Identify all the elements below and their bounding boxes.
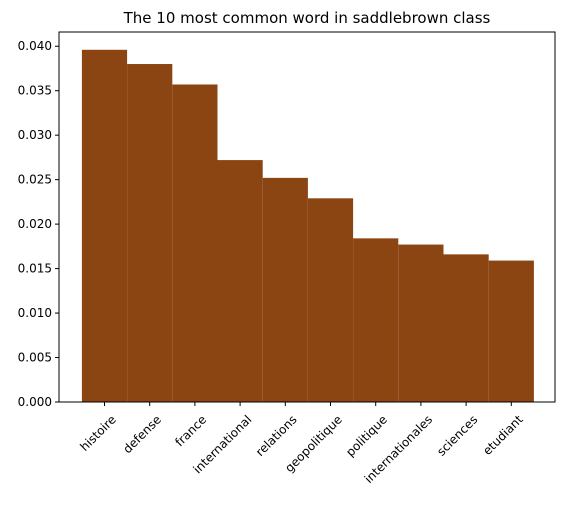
bar-defense bbox=[127, 64, 172, 402]
y-tick-label: 0.000 bbox=[18, 395, 52, 409]
x-tick-label-relations: relations bbox=[253, 412, 300, 459]
y-tick-label: 0.020 bbox=[18, 217, 52, 231]
x-tick-label-etudiant: etudiant bbox=[480, 412, 526, 458]
x-tick-label-politique: politique bbox=[343, 412, 390, 459]
y-tick-label: 0.040 bbox=[18, 39, 52, 53]
bar-internationales bbox=[398, 245, 443, 402]
x-tick-label-sciences: sciences bbox=[434, 412, 480, 458]
bars-layer bbox=[82, 50, 534, 402]
bar-etudiant bbox=[489, 261, 534, 402]
bar-geopolitique bbox=[308, 198, 353, 402]
bar-sciences bbox=[444, 254, 489, 402]
y-tick-label: 0.015 bbox=[18, 262, 52, 276]
bar-international bbox=[218, 160, 263, 402]
y-tick-label: 0.025 bbox=[18, 173, 52, 187]
y-tick-label: 0.035 bbox=[18, 84, 52, 98]
y-tick-label: 0.010 bbox=[18, 306, 52, 320]
chart-title: The 10 most common word in saddlebrown c… bbox=[123, 9, 491, 27]
y-tick-label: 0.030 bbox=[18, 128, 52, 142]
bar-histoire bbox=[82, 50, 127, 402]
x-tick-label-france: france bbox=[172, 412, 209, 449]
bar-relations bbox=[263, 178, 308, 402]
y-tick-label: 0.005 bbox=[18, 351, 52, 365]
x-tick-label-defense: defense bbox=[120, 412, 164, 456]
bar-politique bbox=[353, 238, 398, 402]
x-tick-label-histoire: histoire bbox=[77, 412, 118, 453]
bar-france bbox=[172, 84, 217, 402]
